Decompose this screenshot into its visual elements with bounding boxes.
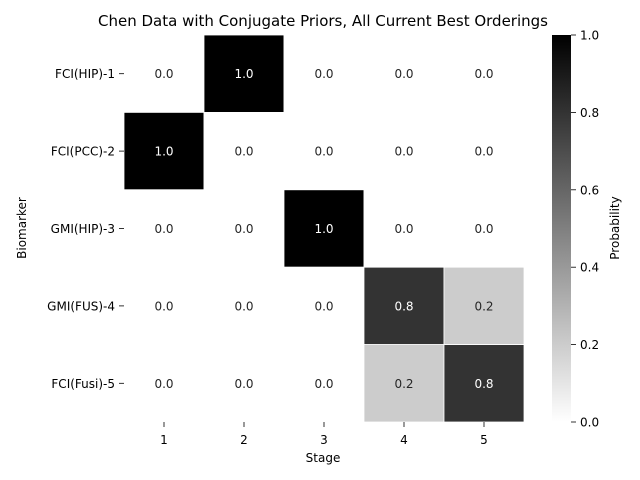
chart-title: Chen Data with Conjugate Priors, All Cur… — [98, 12, 548, 30]
colorbar-tick-label: 0.6 — [580, 183, 599, 197]
cell-value-label: 0.0 — [154, 67, 173, 81]
cell-value-label: 0.0 — [474, 145, 493, 159]
cell-value-label: 0.0 — [474, 222, 493, 236]
x-tick-label: 2 — [240, 433, 248, 447]
y-tick-label: FCI(HIP)-1 — [55, 67, 115, 81]
y-axis-ticks: FCI(HIP)-1 FCI(PCC)-2 GMI(HIP)-3 GMI(FUS)-4… — [47, 67, 124, 391]
heatmap-cell — [123, 112, 205, 191]
x-tick-label: 1 — [160, 433, 168, 447]
cell-value-label: 0.2 — [394, 377, 413, 391]
heatmap-cell — [283, 189, 365, 268]
cell-value-label: 0.8 — [474, 377, 493, 391]
cell-value-label: 0.0 — [314, 67, 333, 81]
heatmap-cell — [203, 189, 285, 268]
cell-value-label: 0.0 — [234, 145, 253, 159]
heatmap-cell — [283, 34, 365, 113]
cell-value-label: 0.0 — [154, 377, 173, 391]
heatmap-cell — [283, 112, 365, 191]
cell-value-label: 0.0 — [154, 222, 173, 236]
cell-value-label: 0.0 — [234, 222, 253, 236]
heatmap-cell — [443, 34, 525, 113]
heatmap-cell — [443, 189, 525, 268]
colorbar-tick-label: 0.4 — [580, 261, 599, 275]
heatmap-cell — [363, 189, 445, 268]
heatmap-cell — [123, 34, 205, 113]
cell-value-label: 0.0 — [234, 299, 253, 313]
heatmap-cells — [123, 34, 525, 423]
cell-value-label: 0.8 — [394, 299, 413, 313]
cell-value-labels: 0.0 1.0 0.0 0.0 0.0 1.0 0.0 0.0 0.0 0.0 0.0 0.0 1.0 0… — [154, 67, 493, 391]
x-tick-label: 4 — [400, 433, 408, 447]
cell-value-label: 0.0 — [314, 145, 333, 159]
cell-value-label: 0.0 — [154, 299, 173, 313]
x-axis-label: Stage — [306, 451, 341, 465]
cell-value-label: 0.0 — [234, 377, 253, 391]
heatmap-cell — [203, 344, 285, 423]
heatmap-cell — [443, 266, 525, 346]
y-tick-label: GMI(FUS)-4 — [47, 299, 115, 313]
x-tick-label: 3 — [320, 433, 328, 447]
heatmap-cell — [203, 34, 285, 113]
y-tick-label: GMI(HIP)-3 — [51, 222, 115, 236]
cell-value-label: 0.0 — [314, 299, 333, 313]
x-axis-ticks: 1 2 3 4 5 — [160, 422, 488, 447]
cell-value-label: 1.0 — [234, 67, 253, 81]
colorbar-tick-label: 1.0 — [580, 29, 599, 43]
heatmap-cell — [363, 266, 445, 346]
colorbar-tick-label: 0.2 — [580, 338, 599, 352]
y-tick-label: FCI(PCC)-2 — [51, 145, 115, 159]
heatmap-cell — [443, 344, 525, 423]
heatmap-cell — [203, 266, 285, 346]
colorbar-tick-label: 0.0 — [580, 416, 599, 430]
colorbar-tick-label: 0.8 — [580, 106, 599, 120]
cell-value-label: 0.0 — [314, 377, 333, 391]
cell-value-label: 0.0 — [474, 67, 493, 81]
cell-value-label: 1.0 — [154, 145, 173, 159]
x-tick-label: 5 — [480, 433, 488, 447]
heatmap-cell — [123, 344, 205, 423]
colorbar-label: Probability — [608, 196, 622, 259]
colorbar-ticks: 0.0 0.2 0.4 0.6 0.8 1.0 — [571, 29, 599, 430]
heatmap-cell — [363, 34, 445, 113]
y-tick-label: FCI(Fusi)-5 — [51, 377, 115, 391]
cell-value-label: 0.2 — [474, 299, 493, 313]
y-axis-label: Biomarker — [15, 197, 29, 259]
colorbar — [552, 35, 571, 422]
cell-value-label: 0.0 — [394, 222, 413, 236]
heatmap-cell — [283, 344, 365, 423]
heatmap-cell — [443, 112, 525, 191]
cell-value-label: 0.0 — [394, 145, 413, 159]
cell-value-label: 0.0 — [394, 67, 413, 81]
cell-value-label: 1.0 — [314, 222, 333, 236]
heatmap-cell — [283, 266, 365, 346]
